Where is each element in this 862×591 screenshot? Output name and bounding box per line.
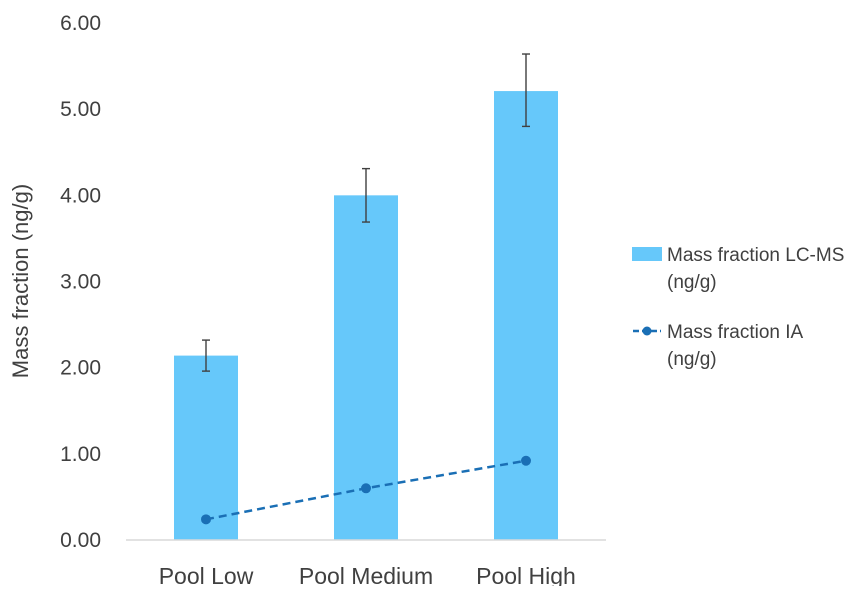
x-tick-label: Pool Medium bbox=[299, 563, 433, 586]
line-point bbox=[201, 514, 211, 525]
y-tick-label: 2.00 bbox=[60, 357, 101, 380]
line-series bbox=[201, 455, 531, 525]
bar bbox=[174, 355, 238, 540]
bar bbox=[494, 91, 558, 541]
legend-label: Mass fraction LC-MS bbox=[667, 245, 844, 266]
error-bars bbox=[202, 53, 530, 372]
x-tick-label: Pool High bbox=[476, 563, 576, 586]
line-point bbox=[361, 483, 371, 494]
x-tick-labels: Pool Low Pool Medium Pool High bbox=[159, 563, 576, 589]
legend-swatch-marker bbox=[642, 326, 652, 336]
y-axis-title: Mass fraction (ng/g) bbox=[8, 184, 33, 378]
y-tick-labels: 0.00 1.00 2.00 3.00 4.00 5.00 6.00 bbox=[60, 12, 101, 552]
y-tick-label: 5.00 bbox=[60, 98, 101, 121]
legend: Mass fraction LC-MS (ng/g) Mass fraction I… bbox=[632, 245, 844, 370]
y-tick-label: 6.00 bbox=[60, 12, 101, 35]
bar bbox=[334, 195, 398, 541]
legend-label: (ng/g) bbox=[667, 272, 717, 293]
legend-swatch-bar bbox=[632, 247, 662, 261]
legend-label: Mass fraction IA bbox=[667, 322, 804, 343]
y-tick-label: 0.00 bbox=[60, 529, 101, 552]
bars bbox=[174, 91, 558, 541]
y-tick-label: 3.00 bbox=[60, 271, 101, 294]
y-tick-label: 4.00 bbox=[60, 184, 101, 207]
legend-label: (ng/g) bbox=[667, 349, 717, 370]
y-tick-label: 1.00 bbox=[60, 443, 101, 466]
line-point bbox=[521, 455, 531, 466]
x-tick-label: Pool Low bbox=[159, 563, 254, 586]
